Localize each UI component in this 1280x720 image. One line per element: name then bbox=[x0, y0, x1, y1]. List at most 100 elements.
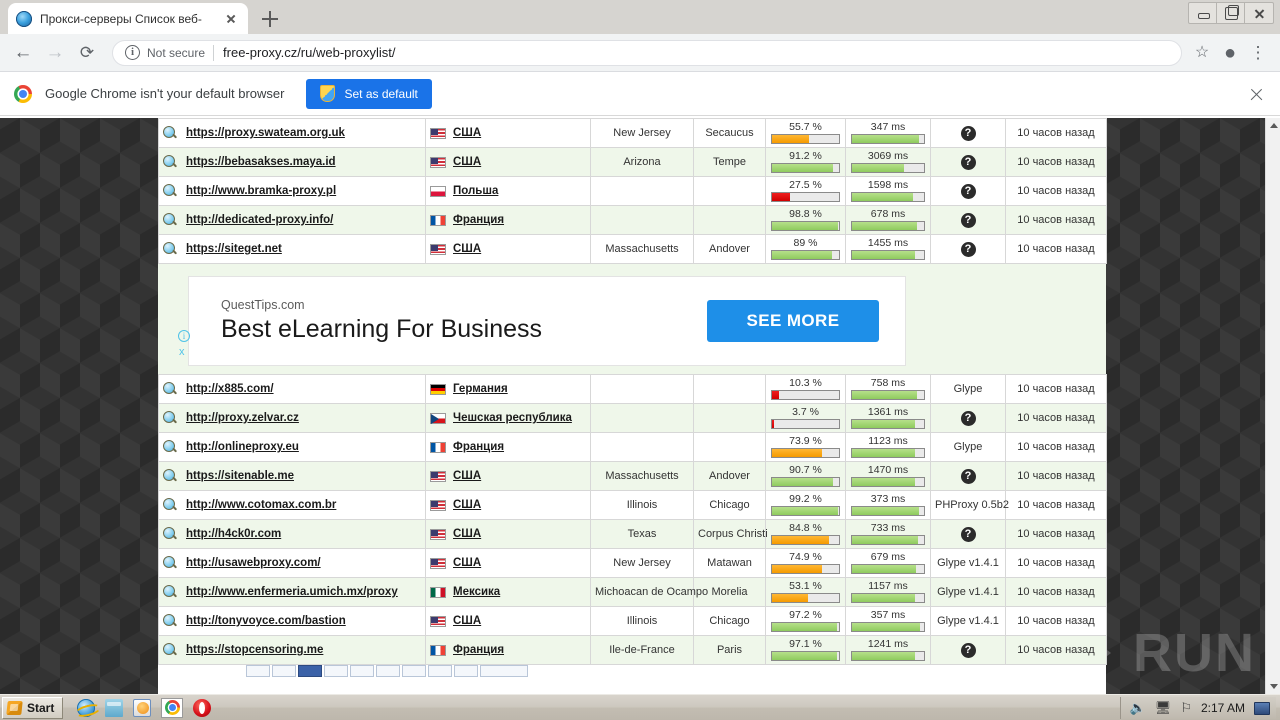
close-icon[interactable] bbox=[1248, 86, 1264, 102]
table-row: http://usawebproxy.com/США New Jersey Mata… bbox=[158, 548, 1107, 578]
proxy-url-link[interactable]: https://proxy.swateam.org.uk bbox=[186, 127, 345, 139]
pagination-page[interactable] bbox=[350, 665, 374, 677]
proxy-url-link[interactable]: http://tonyvoyce.com/bastion bbox=[186, 615, 346, 627]
proxy-url-link[interactable]: https://stopcensoring.me bbox=[186, 644, 324, 656]
profile-icon[interactable]: ● bbox=[1216, 39, 1244, 67]
country-link[interactable]: Франция bbox=[453, 214, 505, 226]
country-link[interactable]: США bbox=[453, 557, 482, 569]
country-link[interactable]: США bbox=[453, 243, 482, 255]
proxy-url-link[interactable]: http://proxy.zelvar.cz bbox=[186, 412, 299, 424]
search-icon[interactable] bbox=[163, 643, 177, 657]
scroll-down-icon[interactable] bbox=[1266, 679, 1280, 694]
search-icon[interactable] bbox=[163, 556, 177, 570]
country-link[interactable]: Франция bbox=[453, 644, 505, 656]
vertical-scrollbar[interactable] bbox=[1265, 118, 1280, 694]
reload-button[interactable]: ⟳ bbox=[72, 38, 102, 68]
security-status: Not secure bbox=[147, 45, 206, 60]
country-link[interactable]: США bbox=[453, 615, 482, 627]
forward-button[interactable]: → bbox=[40, 38, 70, 68]
proxy-url-link[interactable]: http://www.enfermeria.umich.mx/proxy bbox=[186, 586, 398, 598]
search-icon[interactable] bbox=[163, 614, 177, 628]
region-text: Michoacan de Ocampo bbox=[595, 586, 709, 598]
ad-info-icon[interactable]: i bbox=[178, 330, 190, 342]
search-icon[interactable] bbox=[163, 440, 177, 454]
folder-icon[interactable] bbox=[105, 698, 124, 717]
country-link[interactable]: США bbox=[453, 528, 482, 540]
search-icon[interactable] bbox=[163, 213, 177, 227]
proxy-url-link[interactable]: http://h4ck0r.com bbox=[186, 528, 282, 540]
search-icon[interactable] bbox=[163, 382, 177, 396]
media-player-icon[interactable] bbox=[133, 698, 152, 717]
country-link[interactable]: США bbox=[453, 499, 482, 511]
back-button[interactable]: ← bbox=[8, 38, 38, 68]
proxy-url-link[interactable]: http://x885.com/ bbox=[186, 383, 274, 395]
country-link[interactable]: Польша bbox=[453, 185, 499, 197]
software-cell: Glype bbox=[930, 432, 1006, 462]
ad-banner[interactable]: QuestTips.com Best eLearning For Busines… bbox=[188, 276, 906, 366]
arrow-right-icon: → bbox=[45, 41, 65, 63]
pagination-page[interactable] bbox=[324, 665, 348, 677]
chrome-icon[interactable] bbox=[161, 697, 184, 718]
response-value: 3069 ms bbox=[867, 150, 909, 162]
country-link[interactable]: Германия bbox=[453, 383, 508, 395]
proxy-url-link[interactable]: http://onlineproxy.eu bbox=[186, 441, 299, 453]
proxy-url-link[interactable]: https://sitenable.me bbox=[186, 470, 294, 482]
opera-icon[interactable] bbox=[193, 698, 212, 717]
search-icon[interactable] bbox=[163, 498, 177, 512]
search-icon[interactable] bbox=[163, 585, 177, 599]
internet-explorer-icon[interactable] bbox=[77, 698, 96, 717]
country-link[interactable]: США bbox=[453, 127, 482, 139]
search-icon[interactable] bbox=[163, 527, 177, 541]
address-bar[interactable]: i Not secure free-proxy.cz/ru/web-proxyl… bbox=[112, 39, 1182, 66]
proxy-url-cell: http://usawebproxy.com/ bbox=[158, 548, 426, 578]
proxy-url-link[interactable]: http://usawebproxy.com/ bbox=[186, 557, 321, 569]
pagination-page[interactable] bbox=[246, 665, 270, 677]
uptime-bar bbox=[771, 192, 840, 202]
restore-icon[interactable] bbox=[1217, 3, 1245, 23]
pagination-page[interactable] bbox=[402, 665, 426, 677]
set-as-default-button[interactable]: Set as default bbox=[306, 78, 432, 109]
country-link[interactable]: Мексика bbox=[453, 586, 501, 598]
start-button[interactable]: Start bbox=[2, 696, 64, 719]
close-icon[interactable] bbox=[222, 10, 240, 28]
pagination-page[interactable] bbox=[480, 665, 528, 677]
flag-icon[interactable]: ⚐ bbox=[1180, 700, 1192, 715]
new-tab-button[interactable] bbox=[256, 6, 284, 32]
response-bar-fill bbox=[852, 420, 916, 428]
country-link[interactable]: США bbox=[453, 156, 482, 168]
scroll-up-icon[interactable] bbox=[1266, 118, 1280, 133]
close-icon[interactable] bbox=[1245, 3, 1273, 23]
proxy-url-link[interactable]: https://siteget.net bbox=[186, 243, 282, 255]
search-icon[interactable] bbox=[163, 411, 177, 425]
country-link[interactable]: США bbox=[453, 470, 482, 482]
bookmark-star-icon[interactable]: ☆ bbox=[1188, 39, 1216, 67]
city-cell bbox=[693, 432, 766, 462]
search-icon[interactable] bbox=[163, 469, 177, 483]
network-icon[interactable]: 🖥 bbox=[1154, 700, 1172, 715]
volume-icon[interactable]: 🔈 bbox=[1129, 700, 1146, 715]
proxy-url-link[interactable]: https://bebasakses.maya.id bbox=[186, 156, 336, 168]
search-icon[interactable] bbox=[163, 184, 177, 198]
search-icon[interactable] bbox=[163, 242, 177, 256]
pagination-page[interactable] bbox=[298, 665, 322, 677]
show-desktop-icon[interactable] bbox=[1254, 701, 1270, 715]
search-icon[interactable] bbox=[163, 155, 177, 169]
country-link[interactable]: Франция bbox=[453, 441, 505, 453]
proxy-url-link[interactable]: http://dedicated-proxy.info/ bbox=[186, 214, 334, 226]
proxy-url-cell: https://bebasakses.maya.id bbox=[158, 147, 426, 177]
tab-proxy-list[interactable]: Прокси-серверы Список веб- bbox=[8, 3, 248, 34]
pagination-page[interactable] bbox=[428, 665, 452, 677]
pagination-page[interactable] bbox=[272, 665, 296, 677]
flag-pl-icon bbox=[430, 185, 446, 197]
clock[interactable]: 2:17 AM bbox=[1200, 701, 1245, 715]
pagination-page[interactable] bbox=[454, 665, 478, 677]
proxy-url-link[interactable]: http://www.bramka-proxy.pl bbox=[186, 185, 337, 197]
chrome-menu-icon[interactable]: ⋮ bbox=[1244, 39, 1272, 67]
minimize-icon[interactable] bbox=[1189, 3, 1217, 23]
pagination-page[interactable] bbox=[376, 665, 400, 677]
ad-see-more-button[interactable]: SEE MORE bbox=[707, 300, 879, 342]
ad-close-icon[interactable]: x bbox=[179, 346, 185, 358]
proxy-url-link[interactable]: http://www.cotomax.com.br bbox=[186, 499, 337, 511]
search-icon[interactable] bbox=[163, 126, 177, 140]
country-link[interactable]: Чешская республика bbox=[453, 412, 572, 424]
